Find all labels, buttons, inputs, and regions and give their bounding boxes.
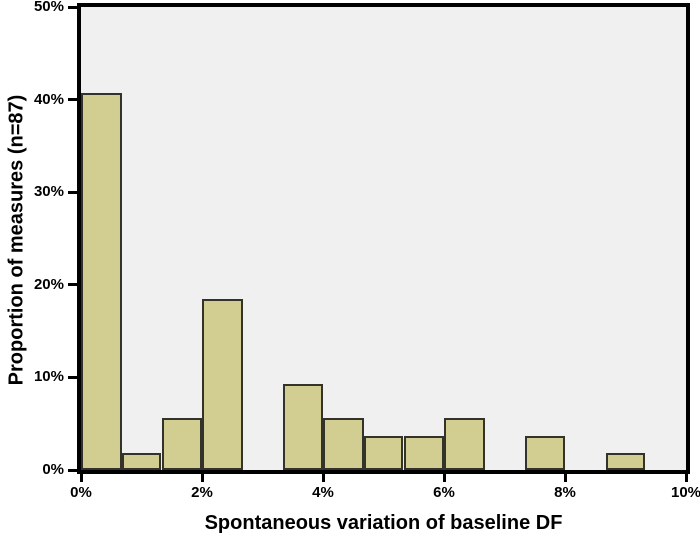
y-axis-tick: [68, 283, 77, 287]
x-axis-tick: [684, 473, 688, 482]
x-tick-label: 6%: [433, 484, 455, 501]
x-tick-label: 10%: [670, 484, 700, 501]
y-axis-tick: [68, 468, 77, 472]
x-axis-tick: [79, 473, 83, 482]
histogram-bar: [444, 418, 485, 470]
x-axis-tick: [563, 473, 567, 482]
x-axis-tick: [200, 473, 204, 482]
y-tick-label: 20%: [33, 275, 64, 293]
y-axis-tick: [68, 5, 77, 9]
y-axis-tick: [68, 98, 77, 102]
x-axis-tick: [321, 473, 325, 482]
x-tick-label: 8%: [554, 484, 576, 501]
histogram-bar: [121, 453, 162, 470]
histogram-bar: [403, 435, 444, 470]
histogram-bar: [161, 418, 202, 470]
y-tick-label: 30%: [33, 183, 64, 201]
histogram-bar: [363, 435, 404, 470]
y-axis-title: Proportion of measures (n=87): [5, 94, 28, 386]
y-tick-label: 50%: [33, 0, 64, 15]
y-tick-label: 40%: [33, 90, 64, 108]
y-tick-label: 10%: [33, 368, 64, 386]
histogram-bar: [282, 383, 323, 470]
y-axis-tick: [68, 190, 77, 194]
plot-area: [77, 3, 690, 474]
x-tick-label: 2%: [191, 484, 213, 501]
plot-inner-region: [81, 7, 686, 470]
histogram-bar: [605, 453, 646, 470]
x-tick-label: 4%: [312, 484, 334, 501]
histogram-bar: [81, 93, 122, 470]
histogram-bar: [202, 298, 243, 470]
y-axis-tick: [68, 375, 77, 379]
histogram-bar: [323, 418, 364, 470]
x-axis-title: Spontaneous variation of baseline DF: [204, 512, 563, 534]
x-axis-tick: [442, 473, 446, 482]
histogram-bar: [524, 435, 565, 470]
y-tick-label: 0%: [42, 461, 64, 478]
x-tick-label: 0%: [70, 484, 92, 501]
